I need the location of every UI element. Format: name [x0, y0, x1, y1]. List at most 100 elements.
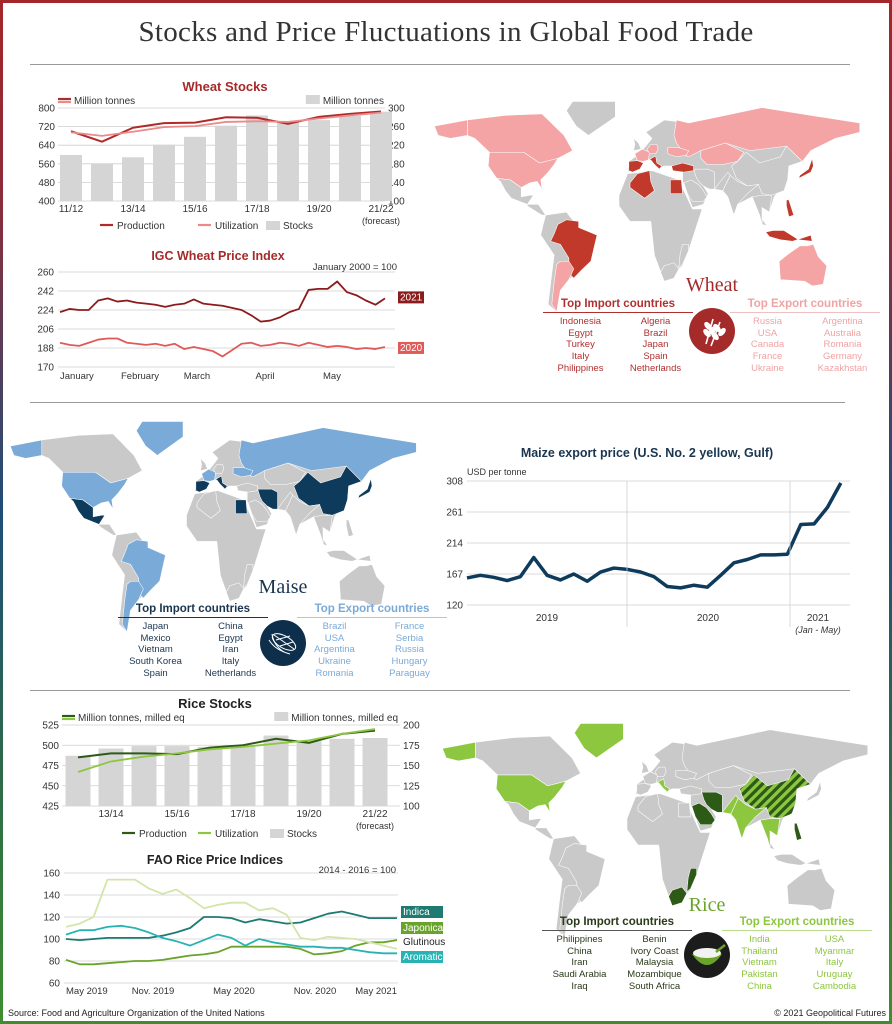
map-region-algeria — [629, 170, 655, 199]
country-name: Algeria — [640, 316, 671, 327]
country-name: USA — [824, 934, 845, 945]
page-title: Stocks and Price Fluctuations in Global … — [138, 16, 754, 48]
map-region-spain — [628, 160, 644, 173]
map-region-algeria — [637, 793, 663, 822]
country-name: Romania — [315, 667, 354, 679]
country-name: Iraq — [571, 980, 588, 992]
map-region-indonesia — [763, 843, 821, 866]
map-region-indonesia — [316, 539, 372, 562]
country-name: Australia — [824, 327, 861, 339]
country-name: Kazakhstan — [817, 362, 868, 374]
country-name: Netherlands — [204, 667, 257, 679]
map-region-germany — [654, 766, 667, 777]
map-region-mexico — [69, 497, 106, 525]
country-name: Germany — [822, 351, 863, 363]
country-name: Japan — [642, 339, 669, 351]
map-region-spain — [636, 783, 652, 796]
export-col: Brazil USA Argentina Ukraine Romania — [297, 621, 372, 680]
title-divider — [30, 64, 850, 65]
country-name: Mexico — [140, 632, 171, 644]
map-region-central — [98, 524, 117, 536]
country-name: Vietnam — [742, 957, 777, 969]
map-region-turkey — [236, 482, 258, 493]
import-title: Top Import countries — [118, 603, 268, 618]
map-region-india — [722, 174, 760, 216]
country-name: Malaysia — [635, 957, 674, 969]
map-region-argentina — [551, 260, 575, 313]
country-name: Serbia — [395, 632, 424, 644]
import-title: Top Import countries — [542, 916, 692, 931]
country-name: Italy — [221, 656, 240, 668]
country-name: Egypt — [568, 327, 593, 339]
rice-world-map — [442, 723, 869, 938]
import-col: China Egypt Iran Italy Netherlands — [193, 621, 268, 680]
export-col: Argentina Australia Romania Germany Kazakhst… — [805, 316, 880, 375]
map-region-turkey — [671, 162, 694, 173]
country-name: Ivory Coast — [630, 945, 679, 957]
map-region-egypt — [235, 499, 248, 514]
map-region-egypt — [678, 802, 691, 818]
map-region-pakistan — [713, 171, 731, 191]
map-region-japan — [357, 478, 373, 499]
country-name: South Africa — [628, 980, 681, 992]
map-region-egypt — [670, 179, 683, 194]
map-region-indonesia — [755, 219, 813, 242]
map-region-greenland — [135, 421, 184, 456]
country-name: Iran — [571, 957, 588, 969]
crop-name-wheat: Wheat — [685, 274, 739, 296]
country-name: Cambodia — [812, 980, 857, 992]
map-region-uk — [200, 457, 208, 471]
map-region-central — [535, 827, 555, 840]
country-name: Pakistan — [741, 969, 778, 981]
map-region-kazakhstan — [708, 765, 753, 788]
rice-export-list: Top Export countries India Thailand Vietna… — [722, 916, 872, 993]
country-name: India — [749, 934, 770, 945]
map-region-italy — [648, 155, 663, 170]
wheat-export-list: Top Export countries Russia USA Canada Fran… — [730, 298, 880, 375]
map-region-australia — [778, 244, 828, 287]
country-name: Philippines — [557, 362, 604, 374]
map-region-iran — [701, 791, 723, 813]
maize-world-map — [9, 421, 417, 633]
country-name: Ukraine — [318, 656, 351, 668]
country-name: Ukraine — [751, 362, 784, 374]
country-name: Italy — [571, 351, 590, 363]
map-region-japan — [798, 158, 814, 179]
country-name: Iran — [222, 644, 239, 656]
map-region-southafrica — [660, 262, 680, 282]
map-region-southafrica — [668, 886, 688, 907]
country-name: Argentina — [314, 644, 355, 656]
map-region-pakistan — [277, 491, 293, 511]
country-name: France — [752, 351, 783, 363]
map-region-india — [730, 797, 768, 840]
country-name: Spain — [143, 667, 168, 679]
corn-icon — [260, 620, 306, 666]
import-col: Japan Mexico Vietnam South Korea Spain — [118, 621, 193, 680]
map-region-mozambique — [686, 868, 697, 893]
crop-name-rice: Rice — [688, 894, 726, 916]
map-region-uk — [641, 760, 650, 774]
map-region-germany — [646, 144, 659, 155]
export-col: Russia USA Canada France Ukraine — [730, 316, 805, 375]
map-region-mozambique — [678, 244, 689, 268]
country-name: Romania — [823, 339, 862, 351]
map-region-central — [527, 204, 547, 216]
import-col: Philippines China Iran Saudi Arabia Iraq — [542, 934, 617, 993]
export-col: USA Myanmar Italy Uruguay Cambodia — [797, 934, 872, 993]
import-col: Benin Ivory Coast Malaysia Mozambique South … — [617, 934, 692, 993]
country-name: Japan — [142, 621, 169, 632]
country-name: Philippines — [556, 934, 603, 945]
map-region-southafrica — [225, 582, 244, 602]
map-region-japan — [806, 781, 822, 803]
export-col: India Thailand Vietnam Pakistan China — [722, 934, 797, 993]
country-name: France — [394, 621, 425, 632]
map-region-argentina — [559, 885, 583, 938]
country-name: Russia — [752, 316, 783, 327]
import-title: Top Import countries — [543, 298, 693, 313]
map-region-iran — [693, 168, 715, 190]
map-region-philippines — [346, 519, 354, 538]
map-region-brazil — [550, 219, 598, 279]
country-name: Brazil — [322, 621, 347, 632]
map-region-philippines — [794, 822, 803, 841]
map-region-australia — [786, 868, 836, 911]
